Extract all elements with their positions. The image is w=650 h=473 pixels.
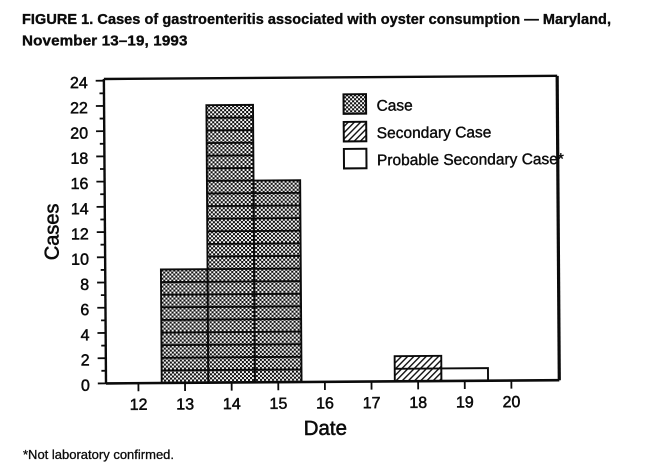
svg-text:Case: Case <box>377 97 413 114</box>
svg-text:18: 18 <box>70 151 88 168</box>
svg-text:0: 0 <box>81 378 90 395</box>
svg-text:14: 14 <box>223 396 241 413</box>
svg-text:24: 24 <box>70 75 88 92</box>
svg-text:20: 20 <box>70 125 88 142</box>
svg-text:November 13–19, 1993: November 13–19, 1993 <box>22 32 188 49</box>
svg-text:*Not laboratory confirmed.: *Not laboratory confirmed. <box>23 447 174 462</box>
svg-text:16: 16 <box>316 395 334 412</box>
svg-text:Cases: Cases <box>41 203 63 260</box>
svg-text:12: 12 <box>71 226 89 243</box>
svg-text:17: 17 <box>363 395 381 412</box>
svg-text:18: 18 <box>409 395 427 412</box>
svg-text:8: 8 <box>80 277 89 294</box>
svg-text:22: 22 <box>70 100 88 117</box>
svg-text:Probable Secondary Case*: Probable Secondary Case* <box>377 151 564 169</box>
svg-text:Secondary Case: Secondary Case <box>377 124 492 142</box>
svg-text:2: 2 <box>81 352 90 369</box>
svg-text:14: 14 <box>71 201 89 218</box>
svg-text:4: 4 <box>81 327 90 344</box>
svg-text:20: 20 <box>503 394 521 411</box>
svg-text:10: 10 <box>71 252 89 269</box>
svg-text:FIGURE 1. Cases of gastroenter: FIGURE 1. Cases of gastroenteritis assoc… <box>22 12 611 28</box>
svg-text:6: 6 <box>80 302 89 319</box>
svg-text:12: 12 <box>130 397 148 414</box>
svg-text:16: 16 <box>71 176 89 193</box>
svg-text:19: 19 <box>456 394 474 411</box>
svg-text:13: 13 <box>176 396 194 413</box>
svg-text:Date: Date <box>304 417 347 440</box>
svg-text:15: 15 <box>269 396 287 413</box>
